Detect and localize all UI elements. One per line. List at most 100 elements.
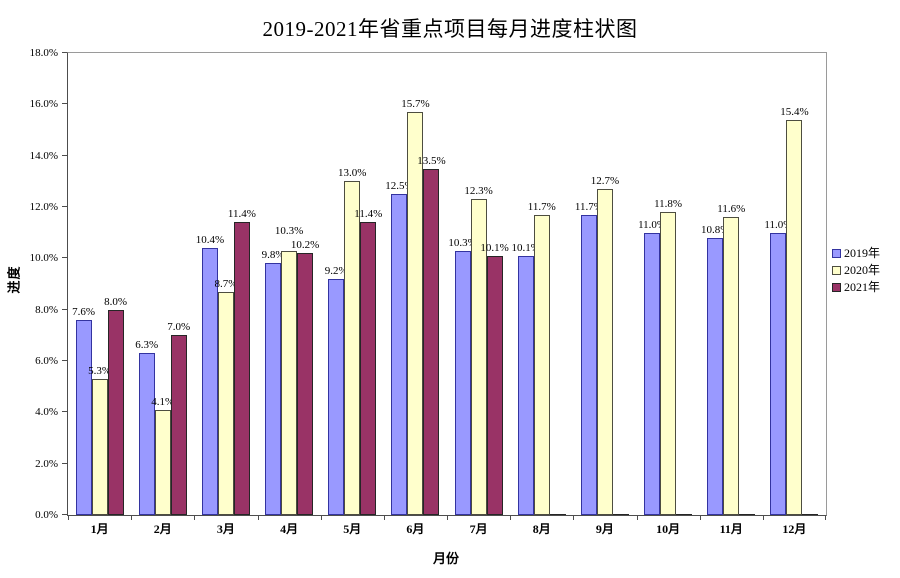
- y-tick-mark: [62, 514, 67, 515]
- y-tick-mark: [62, 411, 67, 413]
- x-category-label: 1月: [90, 522, 109, 536]
- bar-2021年: [233, 222, 250, 515]
- legend-swatch-icon: [832, 266, 841, 275]
- x-tick-mark: [573, 515, 575, 520]
- legend-label: 2019年: [844, 246, 881, 260]
- legend-swatch-icon: [832, 249, 841, 258]
- bar-2019年: [75, 319, 92, 515]
- y-tick-mark: [62, 52, 67, 53]
- bar-2020年: [217, 291, 234, 515]
- bar-2021年: [486, 255, 503, 515]
- bar-2019年: [201, 248, 218, 515]
- y-tick-label: 8.0%: [35, 303, 58, 316]
- bar-empty-2021年: [676, 514, 693, 515]
- bar-value-label: 8.7%: [214, 277, 238, 290]
- bar-value-label: 10.3%: [448, 236, 477, 249]
- chart-legend: 2019年 2020年 2021年: [832, 247, 880, 298]
- legend-label: 2020年: [844, 263, 881, 277]
- bar-value-label: 15.4%: [780, 105, 809, 118]
- bar-empty-2021年: [802, 514, 819, 515]
- bar-2020年: [533, 214, 550, 515]
- bar-2019年: [770, 232, 787, 515]
- bar-value-label: 12.5%: [385, 180, 414, 193]
- bar-value-label: 13.5%: [417, 154, 446, 167]
- y-tick-mark: [62, 308, 67, 310]
- x-tick-mark: [636, 515, 638, 520]
- x-category-label: 10月: [656, 522, 681, 536]
- x-tick-mark: [68, 515, 69, 520]
- y-tick-mark: [62, 103, 67, 105]
- bar-value-label: 11.6%: [717, 203, 746, 216]
- bar-value-label: 9.8%: [261, 249, 285, 262]
- x-tick-mark: [825, 515, 826, 520]
- bar-value-label: 12.3%: [464, 185, 493, 198]
- plot-area: 0.0% 2.0% 4.0% 6.0% 8.0% 10.0% 12.0% 14.0% 16.0%…: [30, 47, 827, 536]
- y-tick-label: 6.0%: [35, 355, 58, 367]
- chart-title: 2019-2021年省重点项目每月进度柱状图: [262, 17, 638, 41]
- bar-2019年: [707, 237, 724, 515]
- x-tick-mark: [447, 515, 448, 520]
- bar-2020年: [660, 212, 677, 515]
- bar-value-label: 6.3%: [135, 339, 159, 352]
- x-tick-mark: [699, 515, 701, 520]
- bar-value-label: 9.2%: [324, 264, 348, 277]
- bar-value-label: 11.8%: [654, 198, 683, 211]
- bar-value-label: 8.0%: [104, 295, 128, 308]
- x-category-label: 8月: [532, 522, 551, 536]
- x-axis-title: 月份: [432, 551, 459, 566]
- legend-label: 2021年: [844, 280, 881, 294]
- bar-2019年: [580, 214, 597, 515]
- y-tick-label: 18.0%: [29, 47, 58, 59]
- bar-value-label: 10.1%: [480, 241, 509, 254]
- y-tick-label: 12.0%: [29, 201, 58, 213]
- bar-2020年: [407, 112, 424, 515]
- y-tick-mark: [62, 360, 67, 361]
- bar-value-label: 10.1%: [511, 241, 540, 254]
- x-tick-mark: [383, 515, 385, 520]
- legend-item: 2020年: [832, 264, 880, 277]
- bar-value-label: 10.3%: [274, 224, 304, 237]
- y-tick-mark: [62, 462, 67, 464]
- x-category-label: 11月: [719, 522, 743, 536]
- x-tick-mark: [257, 515, 259, 520]
- legend-item: 2021年: [832, 281, 880, 294]
- bar-2019年: [328, 278, 345, 515]
- bar-value-label: 10.2%: [290, 239, 320, 252]
- bar-value-label: 10.8%: [701, 223, 730, 236]
- bar-2021年: [297, 253, 314, 515]
- x-category-label: 2月: [153, 522, 172, 536]
- bar-2020年: [596, 189, 613, 515]
- x-category-label: 5月: [343, 522, 362, 536]
- bar-2020年: [786, 119, 803, 515]
- x-category-label: 9月: [595, 522, 614, 536]
- bar-value-label: 7.6%: [72, 305, 96, 318]
- bar-value-label: 10.4%: [195, 234, 225, 247]
- legend-item: 2019年: [832, 247, 880, 260]
- y-tick-label: 0.0%: [35, 509, 58, 521]
- bar-2019年: [644, 232, 661, 515]
- x-tick-mark: [194, 515, 196, 520]
- bar-2020年: [154, 409, 171, 515]
- bar-value-label: 15.7%: [401, 98, 430, 111]
- bar-value-label: 11.0%: [638, 218, 667, 231]
- bar-value-label: 4.1%: [151, 395, 175, 408]
- legend-swatch-icon: [832, 283, 841, 292]
- bar-2019年: [454, 250, 471, 515]
- bar-2021年: [107, 309, 124, 515]
- bar-value-label: 13.0%: [338, 167, 367, 180]
- bar-value-label: 11.4%: [354, 208, 383, 221]
- bar-value-label: 11.7%: [574, 200, 603, 213]
- bar-2020年: [723, 217, 740, 515]
- y-tick-mark: [62, 257, 67, 259]
- bar-2021年: [423, 168, 440, 515]
- bar-2021年: [170, 335, 187, 515]
- bar-empty-2021年: [549, 514, 566, 515]
- y-tick-label: 4.0%: [35, 406, 58, 419]
- y-tick-label: 14.0%: [29, 149, 58, 162]
- x-tick-mark: [320, 515, 322, 520]
- bar-value-label: 12.7%: [590, 175, 620, 188]
- bar-2020年: [344, 181, 361, 515]
- y-tick-label: 10.0%: [29, 252, 58, 265]
- bar-2020年: [91, 378, 108, 515]
